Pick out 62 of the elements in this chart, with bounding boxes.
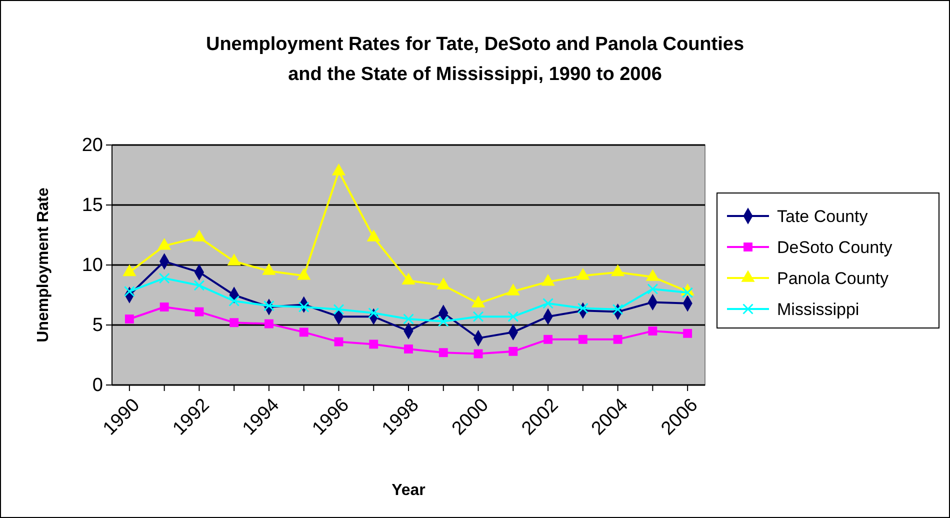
point [124, 286, 135, 297]
point [297, 268, 311, 280]
y-tick-label: 5 [92, 315, 103, 336]
point [611, 264, 625, 276]
point [403, 314, 414, 324]
point [402, 272, 416, 285]
point [192, 230, 206, 242]
point [508, 311, 519, 322]
legend-label: Mississippi [777, 300, 860, 319]
point [612, 304, 624, 315]
point [158, 272, 170, 284]
point [262, 263, 276, 275]
point [613, 334, 622, 344]
point [334, 337, 344, 346]
point [194, 280, 205, 291]
point [264, 319, 274, 328]
point [333, 304, 344, 315]
x-axis-title: Year [392, 482, 426, 499]
point [647, 284, 658, 294]
point [577, 302, 588, 314]
point [471, 296, 486, 308]
point [541, 274, 555, 286]
point [227, 254, 241, 266]
point [436, 278, 450, 290]
chart-title: Unemployment Rates for Tate, DeSoto and Panola Counties and the State of Mississippi, 1990 to 2006 [206, 34, 744, 85]
point [404, 344, 413, 354]
point [332, 164, 346, 176]
point [506, 284, 520, 296]
y-tick-label: 10 [82, 255, 103, 276]
point [648, 326, 658, 336]
point [122, 264, 136, 276]
y-tick-label: 0 [92, 375, 103, 396]
point [368, 308, 380, 318]
point [576, 268, 590, 280]
point [228, 296, 240, 306]
point [230, 318, 239, 328]
legend-label: DeSoto County [777, 238, 893, 257]
point [438, 348, 448, 358]
point [299, 328, 308, 337]
y-axis-title: Unemployment Rate [35, 188, 52, 342]
legend-label: Panola County [777, 268, 890, 288]
y-tick-label: 20 [82, 135, 103, 156]
point [194, 307, 204, 316]
point [474, 349, 483, 358]
point [298, 302, 310, 312]
point [124, 314, 134, 324]
point [508, 346, 518, 356]
point [544, 334, 552, 344]
point [542, 298, 554, 309]
point [578, 334, 588, 344]
point [438, 316, 449, 327]
point [682, 287, 694, 298]
point [366, 230, 380, 242]
point [158, 238, 172, 250]
point [472, 311, 484, 322]
y-tick-label: 15 [82, 195, 103, 216]
point [263, 300, 274, 312]
point [646, 269, 660, 281]
point [369, 340, 378, 349]
point [160, 302, 169, 312]
legend-label: Tate County [777, 206, 868, 226]
point [683, 328, 692, 338]
